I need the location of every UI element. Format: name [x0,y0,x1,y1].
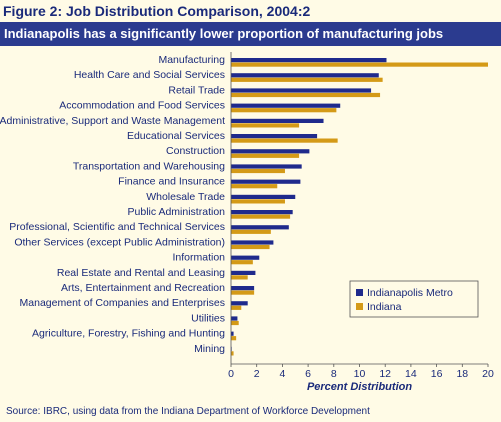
x-tick-label-18: 18 [456,368,468,380]
bar-indiana-manufacturing [231,62,488,67]
x-tick-label-10: 10 [354,368,366,380]
x-tick-label-4: 4 [279,368,285,380]
bar-indianapolis-metro-professional-scientific-and-technical-services [231,225,289,230]
bar-indianapolis-metro-real-estate-and-rental-and-leasing [231,270,256,275]
x-axis-label: Percent Distribution [307,381,412,393]
bar-indianapolis-metro-educational-services [231,134,318,139]
bar-indianapolis-metro-utilities [231,316,238,321]
category-label-public-administration: Public Administration [128,206,226,218]
category-label-transportation-and-warehousing: Transportation and Warehousing [73,160,225,172]
bar-indianapolis-metro-public-administration [231,210,293,215]
x-tick-label-6: 6 [305,368,311,380]
bar-indiana-educational-services [231,138,338,143]
bar-indiana-retail-trade [231,92,381,98]
bar-indianapolis-metro-construction [231,149,310,154]
bar-indiana-administrative-support-and-waste-management [231,123,300,128]
bar-indianapolis-metro-information [231,255,260,260]
bar-indianapolis-metro-other-services-except-public-administration [231,240,274,245]
bar-indianapolis-metro-administrative-support-and-waste-management [231,118,324,123]
bar-indiana-health-care-and-social-services [231,77,383,82]
category-label-information: Information [172,252,225,264]
category-label-retail-trade: Retail Trade [168,84,225,96]
legend-label-indianapolis: Indianapolis Metro [367,287,453,299]
bar-indiana-wholesale-trade [231,199,285,204]
category-label-other-services-except-public-administration: Other Services (except Public Administra… [14,236,225,248]
bar-indianapolis-metro-agriculture-forestry-fishing-and-hunting [231,331,234,336]
category-label-accommodation-and-food-services: Accommodation and Food Services [59,100,225,112]
category-label-management-of-companies-and-enterprises: Management of Companies and Enterprises [20,297,225,309]
bar-indianapolis-metro-retail-trade [231,88,372,93]
x-tick-label-16: 16 [431,368,443,380]
category-label-mining: Mining [194,343,225,355]
x-tick-label-8: 8 [331,368,337,380]
x-tick-label-2: 2 [254,368,260,380]
bars-group [231,58,488,356]
category-label-educational-services: Educational Services [127,130,225,142]
category-label-arts-entertainment-and-recreation: Arts, Entertainment and Recreation [61,282,225,294]
bar-indiana-real-estate-and-rental-and-leasing [231,275,248,280]
legend-swatch-indianapolis [356,289,363,296]
category-label-finance-and-insurance: Finance and Insurance [118,176,225,188]
figure-title: Figure 2: Job Distribution Comparison, 2… [0,0,501,22]
category-label-agriculture-forestry-fishing-and-hunting: Agriculture, Forestry, Fishing and Hunti… [32,328,225,340]
bar-indiana-agriculture-forestry-fishing-and-hunting [231,336,237,341]
bar-indianapolis-metro-transportation-and-warehousing [231,164,302,169]
bar-indiana-finance-and-insurance [231,184,278,189]
figure-subtitle: Indianapolis has a significantly lower p… [0,22,501,46]
category-label-utilities: Utilities [191,312,225,324]
bar-indianapolis-metro-finance-and-insurance [231,179,301,184]
bar-indianapolis-metro-management-of-companies-and-enterprises [231,301,248,306]
x-ticks: 0 2 4 6 8 10 12 14 16 18 20 [228,364,494,380]
bar-indiana-construction [231,153,300,158]
category-label-professional-scientific-and-technical-services: Professional, Scientific and Technical S… [9,221,225,233]
source-note: Source: IBRC, using data from the Indian… [0,402,501,422]
bar-indiana-information [231,260,253,265]
bar-indiana-other-services-except-public-administration [231,244,270,250]
bar-indiana-transportation-and-warehousing [231,168,285,174]
category-label-wholesale-trade: Wholesale Trade [146,191,225,203]
category-label-manufacturing: Manufacturing [158,54,225,66]
category-labels: Manufacturing Health Care and Social Serv… [0,54,225,355]
legend-box [349,280,479,318]
bar-indiana-utilities [231,320,239,326]
bar-indiana-arts-entertainment-and-recreation [231,290,255,295]
legend-label-indiana: Indiana [367,301,402,313]
category-label-health-care-and-social-services: Health Care and Social Services [74,69,225,81]
bar-chart: Manufacturing Health Care and Social Serv… [0,46,501,402]
bar-indiana-accommodation-and-food-services [231,108,337,113]
bar-indianapolis-metro-health-care-and-social-services [231,73,379,78]
bar-indianapolis-metro-accommodation-and-food-services [231,103,341,108]
bar-indianapolis-metro-arts-entertainment-and-recreation [231,286,255,291]
x-tick-label-0: 0 [228,368,234,380]
category-label-construction: Construction [166,145,225,157]
bar-indiana-management-of-companies-and-enterprises [231,305,242,310]
legend-swatch-indiana [356,303,363,310]
bar-indiana-mining [231,351,234,356]
category-label-real-estate-and-rental-and-leasing: Real Estate and Rental and Leasing [57,267,225,279]
bar-indiana-public-administration [231,214,291,219]
x-tick-label-14: 14 [405,368,417,380]
legend: Indianapolis Metro Indiana [349,280,479,318]
bar-indianapolis-metro-wholesale-trade [231,194,296,199]
x-tick-label-20: 20 [482,368,494,380]
bar-indianapolis-metro-manufacturing [231,58,387,63]
category-label-administrative-support-and-waste-management: Administrative, Support and Waste Manage… [0,115,225,127]
x-tick-label-12: 12 [379,368,391,380]
bar-indiana-professional-scientific-and-technical-services [231,229,271,234]
